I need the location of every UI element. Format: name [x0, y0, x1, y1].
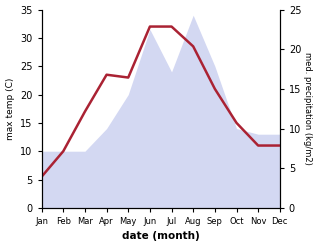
X-axis label: date (month): date (month) — [122, 231, 200, 242]
Y-axis label: max temp (C): max temp (C) — [5, 78, 15, 140]
Y-axis label: med. precipitation (kg/m2): med. precipitation (kg/m2) — [303, 52, 313, 165]
